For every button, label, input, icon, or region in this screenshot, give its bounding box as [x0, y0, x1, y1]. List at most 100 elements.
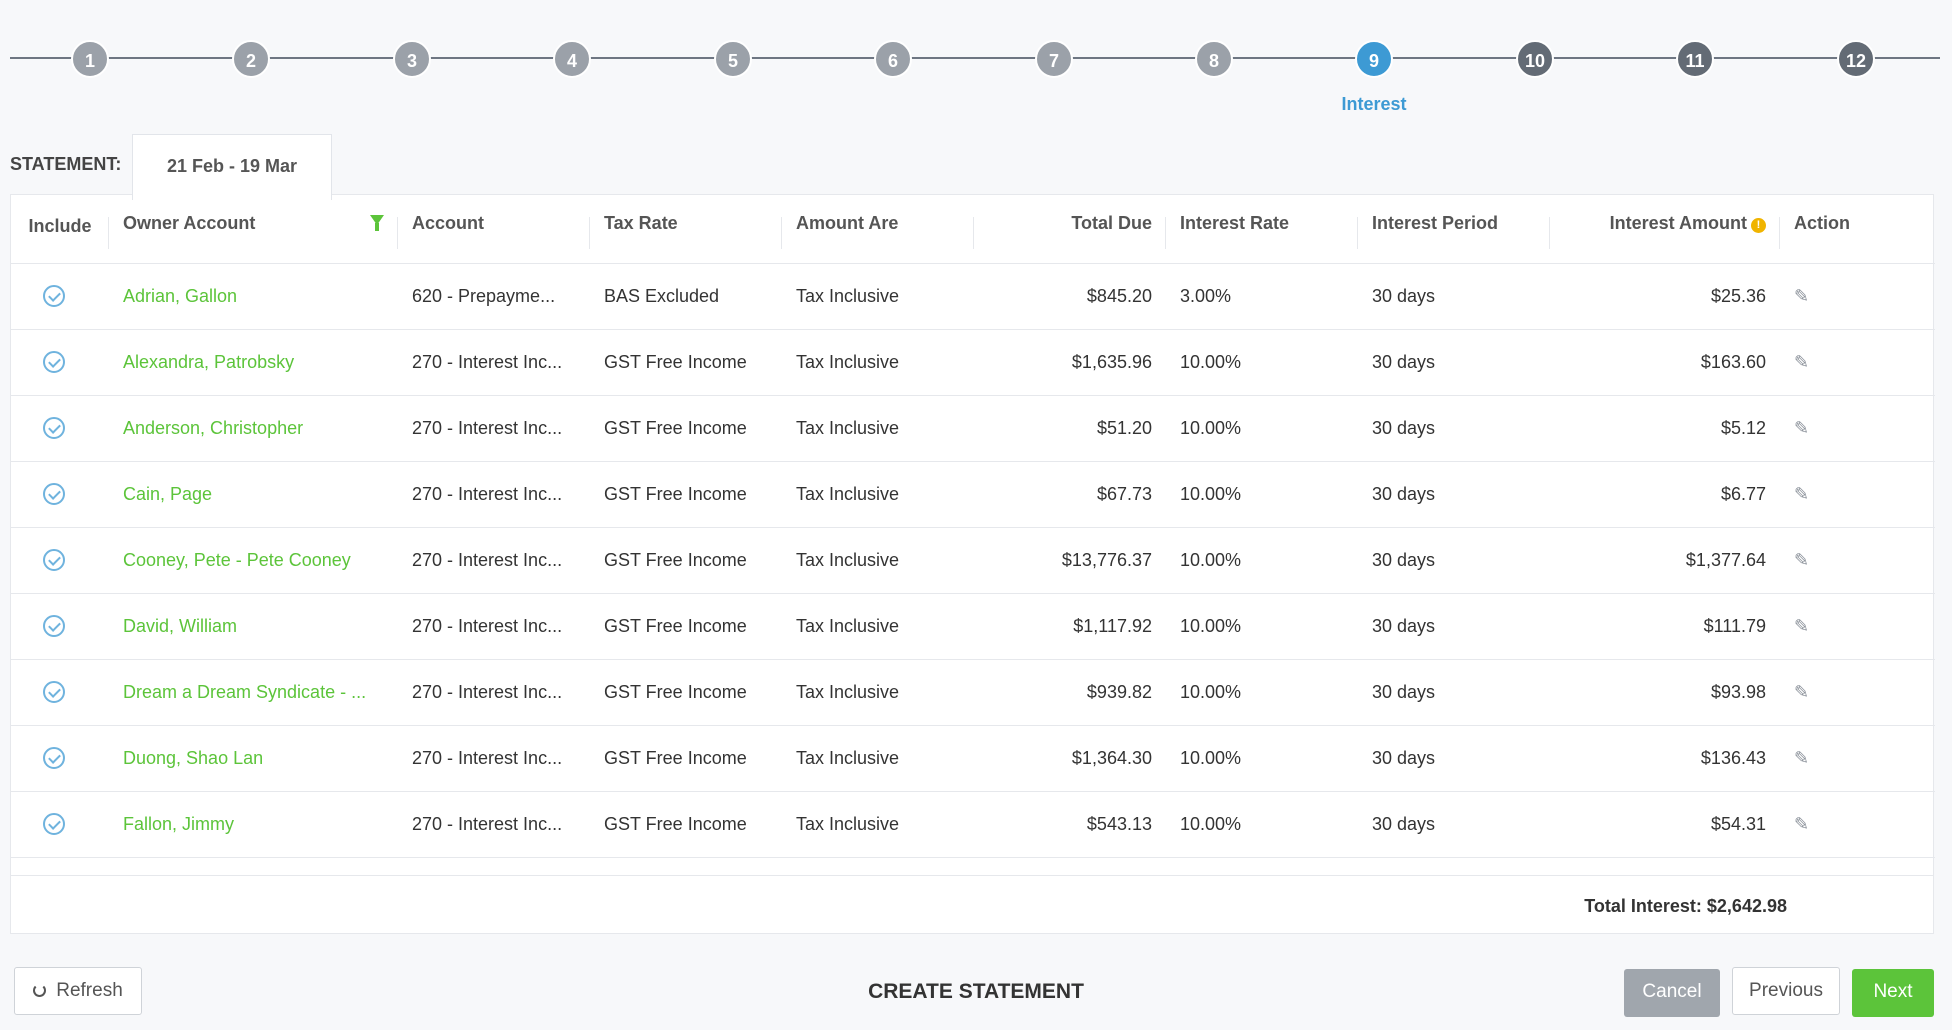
amount-are-cell: Tax Inclusive	[782, 725, 974, 792]
refresh-button[interactable]: Refresh	[14, 967, 142, 1015]
interest-period-cell: 30 days	[1358, 461, 1550, 528]
edit-pencil-icon[interactable]: ✎	[1794, 483, 1810, 504]
interest-panel: Include Owner Account Account Tax Rate A…	[10, 194, 1935, 934]
filter-icon[interactable]	[370, 215, 384, 231]
edit-pencil-icon[interactable]: ✎	[1794, 681, 1810, 702]
include-check-icon[interactable]	[43, 813, 65, 836]
action-cell: ✎	[1780, 329, 1935, 396]
edit-pencil-icon[interactable]: ✎	[1794, 747, 1810, 768]
active-step-label: Interest	[1341, 94, 1407, 114]
edit-pencil-icon[interactable]: ✎	[1794, 351, 1810, 372]
header-account[interactable]: Account	[398, 195, 590, 264]
include-cell	[11, 791, 109, 858]
tax-rate-cell: GST Free Income	[590, 329, 782, 396]
step-11[interactable]: 11	[1676, 40, 1714, 78]
table-header-row: Include Owner Account Account Tax Rate A…	[11, 195, 1935, 264]
interest-amount-cell: $163.60	[1550, 329, 1780, 396]
account-cell: 270 - Interest Inc...	[398, 659, 590, 726]
include-check-icon[interactable]	[43, 615, 65, 638]
amount-are-cell: Tax Inclusive	[782, 659, 974, 726]
total-due-cell: $1,117.92	[974, 593, 1166, 660]
interest-rate-cell: 10.00%	[1166, 791, 1358, 858]
header-total-due[interactable]: Total Due	[974, 195, 1166, 264]
include-check-icon[interactable]	[43, 681, 65, 704]
step-9[interactable]: 9	[1355, 40, 1393, 78]
account-cell: 270 - Interest Inc...	[398, 395, 590, 462]
interest-amount-cell: $136.43	[1550, 725, 1780, 792]
owner-cell[interactable]: David, William	[109, 593, 398, 660]
step-7[interactable]: 7	[1035, 40, 1073, 78]
include-check-icon[interactable]	[43, 747, 65, 770]
cancel-button[interactable]: Cancel	[1624, 969, 1720, 1017]
header-action: Action	[1780, 195, 1935, 264]
amount-are-cell: Tax Inclusive	[782, 395, 974, 462]
header-amount-are[interactable]: Amount Are	[782, 195, 974, 264]
include-check-icon[interactable]	[43, 483, 65, 506]
step-6[interactable]: 6	[874, 40, 912, 78]
owner-cell[interactable]: Adrian, Gallon	[109, 263, 398, 330]
amount-are-cell: Tax Inclusive	[782, 791, 974, 858]
tax-rate-cell: GST Free Income	[590, 593, 782, 660]
interest-rate-cell: 10.00%	[1166, 725, 1358, 792]
edit-pencil-icon[interactable]: ✎	[1794, 615, 1810, 636]
header-interest-rate[interactable]: Interest Rate	[1166, 195, 1358, 264]
edit-pencil-icon[interactable]: ✎	[1794, 549, 1810, 570]
header-owner-account[interactable]: Owner Account	[109, 195, 398, 264]
owner-cell[interactable]: Cooney, Pete - Pete Cooney	[109, 527, 398, 594]
step-1[interactable]: 1	[71, 40, 109, 78]
statement-period-tab[interactable]: 21 Feb - 19 Mar	[132, 134, 332, 200]
edit-pencil-icon[interactable]: ✎	[1794, 417, 1810, 438]
total-due-cell: $543.13	[974, 791, 1166, 858]
amount-are-cell: Tax Inclusive	[782, 461, 974, 528]
include-cell	[11, 263, 109, 330]
owner-cell[interactable]: Dream a Dream Syndicate - ...	[109, 659, 398, 726]
total-due-cell: $51.20	[974, 395, 1166, 462]
edit-pencil-icon[interactable]: ✎	[1794, 813, 1810, 834]
include-check-icon[interactable]	[43, 417, 65, 440]
step-8[interactable]: 8	[1195, 40, 1233, 78]
interest-period-cell: 30 days	[1358, 791, 1550, 858]
step-5[interactable]: 5	[714, 40, 752, 78]
owner-cell[interactable]: Anderson, Christopher	[109, 395, 398, 462]
include-check-icon[interactable]	[43, 285, 65, 308]
total-due-cell: $845.20	[974, 263, 1166, 330]
action-cell: ✎	[1780, 791, 1935, 858]
edit-pencil-icon[interactable]: ✎	[1794, 285, 1810, 306]
action-cell: ✎	[1780, 725, 1935, 792]
include-check-icon[interactable]	[43, 549, 65, 572]
total-due-cell: $1,364.30	[974, 725, 1166, 792]
step-10[interactable]: 10	[1516, 40, 1554, 78]
interest-amount-cell: $6.77	[1550, 461, 1780, 528]
account-cell: 270 - Interest Inc...	[398, 461, 590, 528]
owner-cell[interactable]: Cain, Page	[109, 461, 398, 528]
step-12[interactable]: 12	[1837, 40, 1875, 78]
interest-rate-cell: 10.00%	[1166, 593, 1358, 660]
interest-amount-cell: $1,377.64	[1550, 527, 1780, 594]
action-cell: ✎	[1780, 659, 1935, 726]
step-2[interactable]: 2	[232, 40, 270, 78]
refresh-icon	[33, 984, 47, 997]
interest-period-cell: 30 days	[1358, 659, 1550, 726]
header-include[interactable]: Include	[11, 195, 109, 264]
header-interest-amount[interactable]: Interest Amount!	[1550, 195, 1780, 264]
interest-amount-cell: $54.31	[1550, 791, 1780, 858]
header-interest-period[interactable]: Interest Period	[1358, 195, 1550, 264]
step-3[interactable]: 3	[393, 40, 431, 78]
stepper-line	[10, 57, 1940, 59]
header-tax-rate[interactable]: Tax Rate	[590, 195, 782, 264]
owner-cell[interactable]: Alexandra, Patrobsky	[109, 329, 398, 396]
amount-are-cell: Tax Inclusive	[782, 527, 974, 594]
step-4[interactable]: 4	[553, 40, 591, 78]
action-cell: ✎	[1780, 593, 1935, 660]
interest-period-cell: 30 days	[1358, 593, 1550, 660]
tax-rate-cell: GST Free Income	[590, 725, 782, 792]
owner-cell[interactable]: Fallon, Jimmy	[109, 791, 398, 858]
info-icon[interactable]: !	[1751, 218, 1766, 233]
previous-button[interactable]: Previous	[1732, 967, 1840, 1015]
account-cell: 270 - Interest Inc...	[398, 791, 590, 858]
interest-amount-cell: $25.36	[1550, 263, 1780, 330]
include-check-icon[interactable]	[43, 351, 65, 374]
owner-cell[interactable]: Duong, Shao Lan	[109, 725, 398, 792]
next-button[interactable]: Next	[1852, 969, 1934, 1017]
interest-period-cell: 30 days	[1358, 527, 1550, 594]
